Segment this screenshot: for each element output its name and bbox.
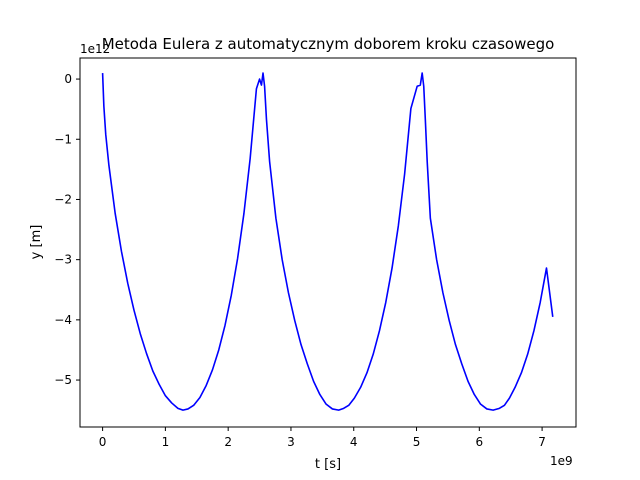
x-axis-ticks: 0 1 2 3 4 5 6 7 — [99, 427, 546, 449]
x-tick-label: 6 — [475, 435, 483, 449]
x-axis-label: t [s] — [315, 457, 341, 472]
y-tick-label: −1 — [54, 132, 72, 146]
y-tick-label: −3 — [54, 253, 72, 267]
plot-frame — [79, 57, 577, 428]
x-tick-label: 1 — [162, 435, 170, 449]
x-tick-label: 5 — [413, 435, 421, 449]
series-line-0 — [101, 72, 554, 411]
y-tick-label: −4 — [54, 313, 72, 327]
x-tick-label: 3 — [287, 435, 295, 449]
x-tick-label: 4 — [350, 435, 358, 449]
y-offset-label: 1e12 — [80, 42, 110, 56]
y-tick-label: −2 — [54, 192, 72, 206]
x-tick-label: 0 — [99, 435, 107, 449]
chart-title: Metoda Eulera z automatycznym doborem kr… — [102, 35, 555, 53]
x-tick-label: 2 — [224, 435, 232, 449]
y-axis-label: y [m] — [29, 225, 44, 260]
y-axis-ticks: 0 −1 −2 −3 −4 −5 — [54, 72, 80, 387]
y-tick-label: 0 — [64, 72, 72, 86]
series-layer — [101, 72, 554, 411]
plot-area: 0 1 2 3 4 5 6 7 0 −1 −2 −3 −4 −5 — [54, 57, 577, 449]
x-tick-label: 7 — [538, 435, 546, 449]
y-tick-label: −5 — [54, 373, 72, 387]
x-offset-label: 1e9 — [550, 454, 573, 468]
